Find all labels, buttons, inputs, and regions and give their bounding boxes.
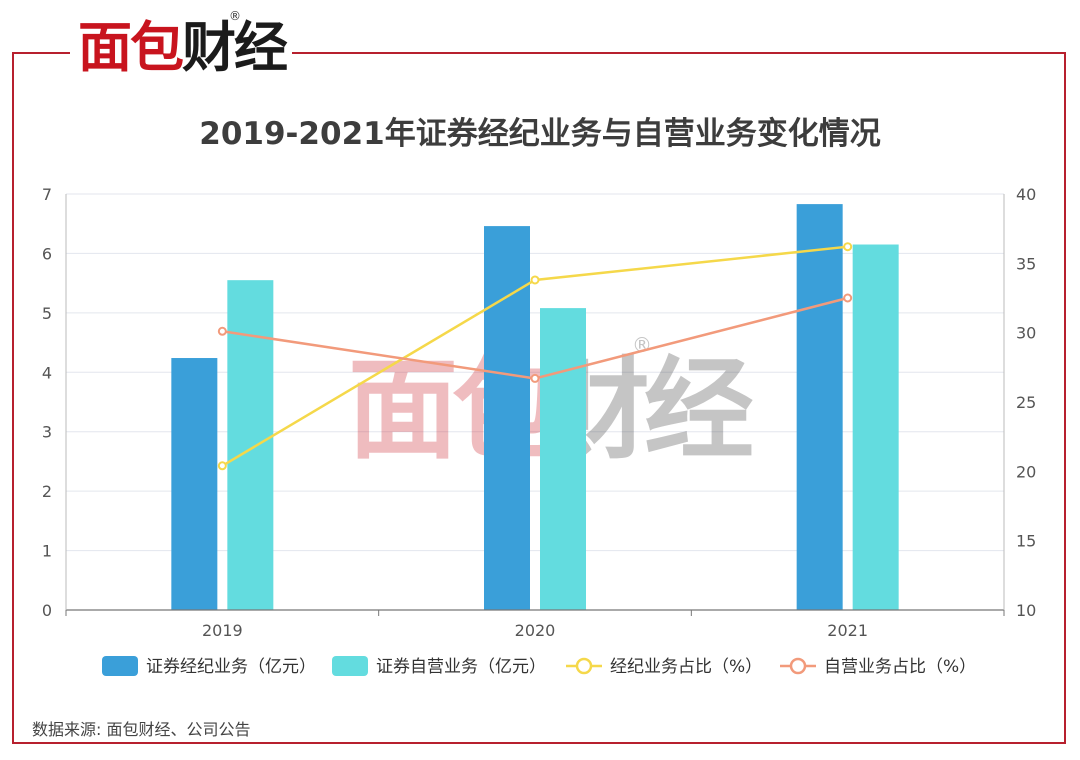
logo-black-text: 财经: [182, 16, 288, 79]
y-right-tick-label: 35: [1016, 254, 1036, 273]
gridlines: [66, 193, 1004, 552]
y-right-tick-label: 15: [1016, 532, 1036, 551]
y-left-tick-label: 6: [42, 244, 52, 263]
bar: [540, 308, 586, 610]
y-left-tick-label: 7: [42, 185, 52, 204]
logo-red-text: 面包: [78, 16, 184, 79]
bar: [796, 204, 843, 611]
y-left-tick-label: 5: [42, 304, 52, 323]
legend-label: 经纪业务占比（%）: [610, 657, 762, 677]
line-point: [843, 242, 853, 252]
legend-label: 证券自营业务（亿元）: [376, 657, 546, 677]
legend: 证券经纪业务（亿元） 证券自营业务（亿元） 经纪业务占比（%） 自营业务占比（%）: [102, 656, 976, 677]
x-tick-label: 2019: [202, 621, 243, 640]
y-right-tick-label: 25: [1016, 393, 1036, 412]
line-point: [217, 461, 227, 471]
y-left-tick-label: 4: [42, 363, 52, 382]
frame-gap: [70, 40, 292, 70]
bars: [171, 204, 899, 611]
line-point: [843, 293, 853, 303]
bar: [852, 244, 899, 610]
line-point: [530, 373, 540, 383]
chart-title: 2019-2021年证券经纪业务与自营业务变化情况: [199, 116, 881, 152]
x-tick-label: 2021: [827, 621, 868, 640]
y-right-tick-label: 40: [1016, 185, 1036, 204]
bar: [171, 358, 218, 610]
y-right-tick-label: 30: [1016, 324, 1036, 343]
y-left-tick-label: 3: [42, 423, 52, 442]
line-point: [217, 326, 227, 336]
line-point: [530, 275, 540, 285]
legend-marker: [575, 657, 593, 675]
data-source: 数据来源: 面包财经、公司公告: [32, 720, 251, 739]
axes: 0 1 2 3 4 5 6 7 10 15 20 25 30 35 40 2019 2020 2021: [42, 185, 1037, 640]
y-right-tick-label: 20: [1016, 462, 1036, 481]
legend-swatch: [102, 656, 138, 676]
bar: [484, 226, 530, 610]
legend-label: 证券经纪业务（亿元）: [146, 657, 316, 677]
bar: [227, 280, 274, 610]
legend-swatch: [332, 656, 368, 676]
legend-label: 自营业务占比（%）: [824, 657, 976, 677]
brand-logo: 面包 财经: [78, 10, 288, 80]
legend-marker: [789, 657, 807, 675]
lines: [217, 242, 853, 471]
y-right-tick-label: 10: [1016, 601, 1036, 620]
y-left-tick-label: 1: [42, 542, 52, 561]
x-tick-label: 2020: [515, 621, 556, 640]
chart-frame: [12, 52, 1066, 744]
registered-mark: ®: [229, 9, 241, 23]
y-left-tick-label: 0: [42, 601, 52, 620]
y-left-tick-label: 2: [42, 482, 52, 501]
